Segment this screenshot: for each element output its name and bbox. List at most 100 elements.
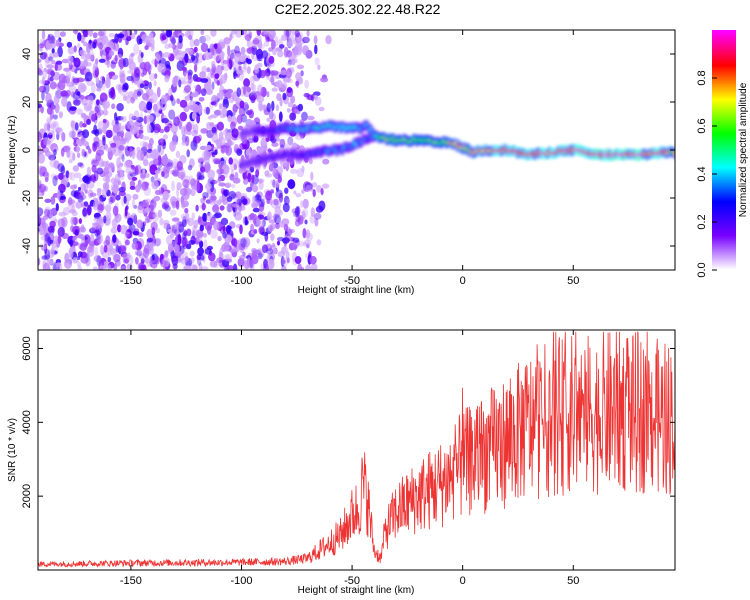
heatmap-noise-cell — [222, 224, 226, 233]
heatmap-noise-cell — [251, 185, 259, 193]
heatmap-noise-cell — [108, 32, 116, 38]
heatmap-noise-cell — [190, 92, 199, 98]
heatmap-noise-cell — [297, 103, 304, 112]
heatmap-noise-cell — [304, 219, 308, 225]
heatmap-noise-cell — [227, 115, 233, 123]
colorbar-cell — [712, 100, 736, 103]
heatmap-noise-cell — [96, 255, 102, 267]
heatmap-noise-cell — [287, 179, 296, 190]
heatmap-noise-cell — [71, 210, 78, 217]
heatmap-noise-cell — [211, 126, 217, 134]
heatmap-noise-cell — [215, 64, 223, 76]
heatmap-noise-cell — [82, 207, 87, 217]
heatmap-noise-cell — [168, 43, 174, 48]
heatmap-noise-cell — [154, 169, 161, 175]
heatmap-noise-cell — [51, 103, 58, 111]
heatmap-noise-cell — [222, 129, 231, 136]
heatmap-noise-cell — [155, 100, 164, 111]
heatmap-noise-cell — [212, 204, 220, 213]
heatmap-noise-cell — [251, 248, 257, 253]
heatmap-noise-cell — [55, 259, 62, 264]
heatmap-noise-cell — [156, 51, 164, 61]
heatmap-x-tick-label: 50 — [567, 275, 579, 287]
heatmap-noise-cell — [82, 30, 88, 38]
heatmap-y-tick-label: 40 — [21, 48, 33, 60]
heatmap-noise-cell — [250, 83, 255, 91]
heatmap-noise-cell — [314, 217, 319, 227]
heatmap-noise-cell — [78, 218, 82, 224]
colorbar-cell — [712, 118, 736, 121]
heatmap-noise-cell — [127, 69, 135, 74]
heatmap-noise-cell — [133, 214, 138, 225]
heatmap-noise-cell — [181, 141, 188, 146]
colorbar-cell — [712, 108, 736, 111]
heatmap-noise-cell — [213, 260, 219, 269]
heatmap-noise-cell — [254, 200, 262, 207]
heatmap-noise-cell — [40, 106, 44, 114]
heatmap-noise-cell — [171, 217, 180, 222]
heatmap-noise-cell — [167, 243, 172, 250]
heatmap-noise-cell — [68, 47, 75, 55]
heatmap-noise-cell — [182, 215, 187, 227]
heatmap-noise-cell — [197, 247, 205, 257]
heatmap-noise-cell — [254, 194, 262, 203]
colorbar-cell — [712, 130, 736, 133]
colorbar-cell — [712, 218, 736, 221]
heatmap-noise-cell — [100, 75, 105, 82]
heatmap-noise-cell — [44, 248, 51, 260]
heatmap-noise-cell — [193, 84, 198, 90]
heatmap-noise-cell — [296, 168, 305, 178]
heatmap-noise-cell — [124, 145, 131, 157]
heatmap-noise-cell — [216, 257, 224, 264]
heatmap-noise-cell — [146, 123, 152, 134]
heatmap-noise-cell — [246, 186, 253, 193]
heatmap-noise-cell — [227, 45, 231, 57]
heatmap-noise-cell — [107, 163, 116, 171]
colorbar-cell — [712, 110, 736, 113]
heatmap-noise-cell — [220, 217, 229, 226]
heatmap-noise-cell — [91, 82, 96, 94]
heatmap-noise-cell — [202, 233, 207, 238]
heatmap-noise-cell — [257, 43, 265, 50]
colorbar-cell — [712, 248, 736, 251]
heatmap-noise-cell — [290, 30, 296, 36]
heatmap-noise-cell — [146, 101, 153, 111]
heatmap-noise-cell — [120, 265, 127, 270]
colorbar-tick-label: 0.8 — [696, 70, 708, 85]
heatmap-noise-cell — [153, 195, 161, 202]
heatmap-noise-cell — [41, 52, 48, 59]
colorbar-cell — [712, 86, 736, 89]
heatmap-noise-cell — [119, 72, 126, 84]
heatmap-noise-cell — [54, 103, 60, 114]
heatmap-noise-cell — [100, 80, 106, 91]
heatmap-noise-cell — [276, 166, 284, 175]
heatmap-noise-cell — [43, 208, 50, 217]
heatmap-noise-cell — [135, 184, 141, 193]
heatmap-noise-cell — [41, 30, 46, 40]
heatmap-noise-cell — [253, 229, 258, 234]
heatmap-noise-cell — [305, 184, 312, 193]
heatmap-noise-cell — [44, 198, 52, 203]
heatmap-noise-cell — [49, 157, 57, 168]
colorbar-cell — [712, 148, 736, 151]
heatmap-noise-cell — [274, 180, 279, 188]
heatmap-noise-cell — [77, 32, 82, 42]
heatmap-noise-cell — [309, 214, 315, 224]
heatmap-noise-cell — [91, 165, 97, 173]
heatmap-noise-cell — [161, 201, 167, 209]
heatmap-noise-cell — [92, 142, 97, 152]
heatmap-noise-cell — [112, 135, 121, 142]
heatmap-panel: -150 -100 -50 0 50 -40 -20 0 20 40 Height of str… — [7, 29, 676, 296]
heatmap-noise-cell — [50, 173, 58, 180]
heatmap-noise-cell — [311, 182, 318, 188]
heatmap-noise-cell — [92, 266, 98, 270]
heatmap-noise-cell — [136, 35, 141, 45]
heatmap-noise-cell — [94, 197, 103, 206]
heatmap-noise-cell — [305, 229, 311, 239]
heatmap-noise-cell — [236, 87, 242, 97]
heatmap-y-tick-label: 20 — [21, 96, 33, 108]
heatmap-noise-cell — [269, 198, 273, 206]
heatmap-noise-cell — [286, 108, 291, 113]
heatmap-noise-cell — [174, 221, 179, 231]
heatmap-noise-cell — [287, 51, 296, 61]
